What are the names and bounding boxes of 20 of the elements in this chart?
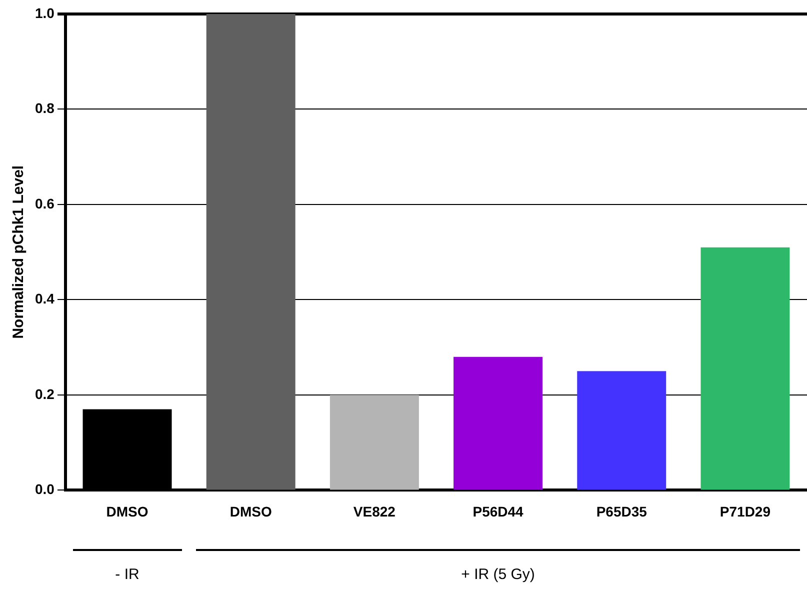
y-tick-label: 0.2: [34, 386, 55, 402]
text: - IR: [115, 566, 140, 584]
y-axis-title: Normalized pChk1 Level: [10, 165, 28, 339]
y-tick-label: 0.4: [34, 290, 55, 307]
x-tick-label: DMSO: [230, 503, 272, 520]
bar: [700, 247, 790, 490]
bar: [330, 394, 419, 490]
x-tick-label: DMSO: [106, 503, 148, 520]
y-tick-label: 0.8: [34, 100, 55, 116]
text: + IR (5 Gy): [461, 566, 535, 584]
bar: [206, 14, 296, 490]
bar: [577, 371, 666, 490]
x-tick-label: P56D44: [472, 503, 524, 520]
y-tick-label: 0.0: [34, 481, 55, 498]
y-tick-label: 0.6: [34, 195, 55, 212]
y-tick-label: 1.0: [34, 4, 55, 21]
bar: [454, 356, 543, 490]
x-tick-label: P65D35: [596, 503, 648, 520]
x-tick-label: VE822: [353, 503, 396, 520]
x-tick-label: P71D29: [720, 503, 771, 520]
